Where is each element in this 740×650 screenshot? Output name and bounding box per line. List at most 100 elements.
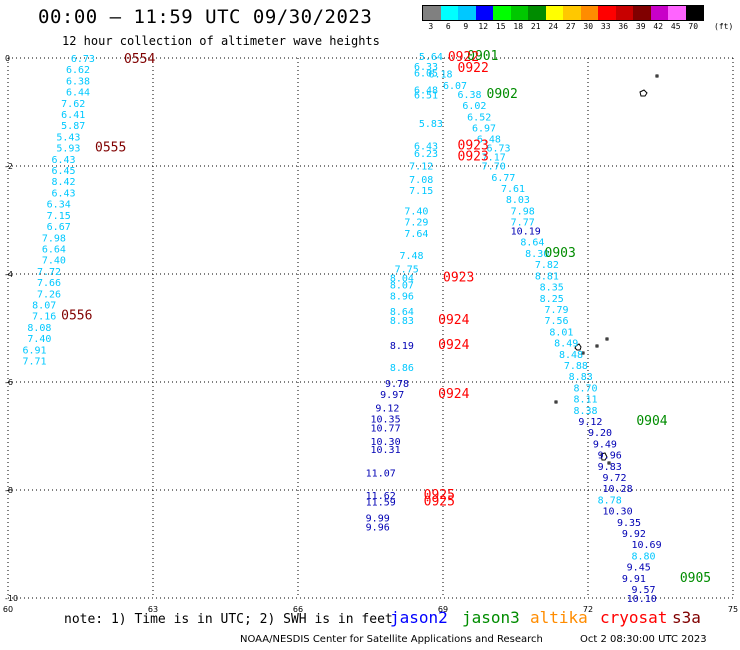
wave-height-label: 9.45 bbox=[627, 563, 651, 574]
wave-height-label: 6.44 bbox=[66, 88, 90, 99]
credit-text: NOAA/NESDIS Center for Satellite Applica… bbox=[240, 634, 543, 645]
wave-height-label: 7.98 bbox=[42, 233, 66, 244]
pass-time-label: 0905 bbox=[680, 571, 711, 586]
satellite-label-s3a: s3a bbox=[672, 608, 701, 627]
island-shape bbox=[554, 400, 558, 404]
wave-height-label: 6.51 bbox=[414, 91, 438, 102]
satellite-label-jason3: jason3 bbox=[462, 608, 520, 627]
grid bbox=[7, 57, 734, 599]
wave-height-label: 5.83 bbox=[419, 119, 443, 130]
wave-height-label: 8.64 bbox=[520, 238, 544, 249]
page-title: 00:00 – 11:59 UTC 09/30/2023 bbox=[38, 6, 373, 28]
legend-swatch bbox=[423, 6, 441, 20]
wave-height-label: 7.62 bbox=[61, 99, 85, 110]
wave-height-label: 10.28 bbox=[603, 484, 633, 495]
y-tick-label: -6 bbox=[5, 378, 13, 387]
pass-time-label: 0923 bbox=[458, 150, 489, 165]
footer-note: note: 1) Time is in UTC; 2) SWH is in fe… bbox=[64, 612, 393, 627]
island-shape bbox=[574, 343, 582, 351]
wave-height-label: 8.64 bbox=[390, 307, 414, 318]
satellite-label-cryosat: cryosat bbox=[600, 608, 668, 627]
legend-swatch bbox=[668, 6, 686, 20]
x-tick-label: 63 bbox=[148, 605, 158, 614]
wave-height-label: 6.64 bbox=[42, 244, 66, 255]
pass-time-label: 0903 bbox=[545, 246, 576, 261]
legend-label: 33 bbox=[600, 22, 611, 31]
pass-time-label: 0555 bbox=[95, 141, 126, 156]
wave-height-label: 6.18 bbox=[429, 70, 453, 81]
pass-time-label: 0924 bbox=[438, 313, 469, 328]
wave-height-label: 9.83 bbox=[598, 462, 622, 473]
wave-height-label: 9.49 bbox=[593, 439, 617, 450]
legend-swatch bbox=[685, 6, 703, 20]
wave-height-label: 8.07 bbox=[390, 280, 414, 291]
legend-swatch bbox=[458, 6, 476, 20]
wave-height-label: 7.98 bbox=[511, 206, 535, 217]
island-shape bbox=[600, 452, 608, 461]
wave-height-label: 8.83 bbox=[390, 316, 414, 327]
wave-height-label: 7.82 bbox=[535, 260, 559, 271]
generated-timestamp: Oct 2 08:30:00 UTC 2023 bbox=[580, 634, 707, 645]
wave-height-label: 8.07 bbox=[32, 300, 56, 311]
legend-label: 39 bbox=[635, 22, 646, 31]
wave-height-label: 7.71 bbox=[23, 356, 47, 367]
pass-time-label: 0925 bbox=[424, 488, 455, 503]
legend-label: 42 bbox=[653, 22, 664, 31]
wave-height-label: 7.56 bbox=[545, 316, 569, 327]
wave-height-label: 7.40 bbox=[42, 256, 66, 267]
wave-height-label: 8.96 bbox=[390, 292, 414, 303]
legend-swatch bbox=[440, 6, 458, 20]
wave-height-label: 6.67 bbox=[47, 222, 71, 233]
wave-height-label: 10.10 bbox=[627, 594, 657, 605]
legend-label: 12 bbox=[478, 22, 489, 31]
wave-height-label: 9.72 bbox=[603, 473, 627, 484]
legend-swatch bbox=[510, 6, 528, 20]
wave-height-label: 7.16 bbox=[32, 312, 56, 323]
wave-height-label: 9.20 bbox=[588, 428, 612, 439]
wave-height-label: 5.43 bbox=[56, 132, 80, 143]
wave-height-label: 5.93 bbox=[56, 144, 80, 155]
x-tick-label: 72 bbox=[583, 605, 593, 614]
wave-height-label: 6.07 bbox=[443, 81, 467, 92]
legend-label: 27 bbox=[565, 22, 576, 31]
legend-label: 70 bbox=[688, 22, 699, 31]
wave-height-label: 11.07 bbox=[366, 469, 396, 480]
y-tick-label: -4 bbox=[5, 270, 13, 279]
wave-height-label: 8.25 bbox=[540, 294, 564, 305]
legend-swatch bbox=[475, 6, 493, 20]
color-legend bbox=[422, 5, 704, 21]
wave-height-label: 6.38 bbox=[66, 76, 90, 87]
pass-time-label: 0924 bbox=[438, 338, 469, 353]
wave-height-label: 6.43 bbox=[52, 188, 76, 199]
y-tick-label: -10 bbox=[5, 594, 18, 603]
wave-height-label: 9.96 bbox=[598, 451, 622, 462]
legend-swatch bbox=[650, 6, 668, 20]
pass-time-label: 0923 bbox=[458, 138, 489, 153]
island-shape bbox=[639, 89, 648, 97]
wave-height-label: 7.75 bbox=[395, 265, 419, 276]
wave-height-label: 8.19 bbox=[390, 341, 414, 352]
legend-unit: (ft) bbox=[714, 22, 734, 31]
wave-height-label: 6.38 bbox=[458, 90, 482, 101]
wave-height-label: 6.41 bbox=[61, 110, 85, 121]
wave-height-label: 7.88 bbox=[564, 361, 588, 372]
island-shape bbox=[605, 337, 609, 341]
wave-height-label: 9.35 bbox=[617, 518, 641, 529]
wave-height-label: 6.23 bbox=[414, 149, 438, 160]
pass-time-label: 0904 bbox=[636, 414, 667, 429]
wave-height-label: 5.64 bbox=[419, 52, 443, 63]
wave-height-label: 7.26 bbox=[37, 289, 61, 300]
wave-height-label: 8.30 bbox=[525, 249, 549, 260]
wave-height-label: 6.91 bbox=[23, 345, 47, 356]
wave-height-label: 9.96 bbox=[366, 522, 390, 533]
legend-label: 24 bbox=[548, 22, 559, 31]
wave-height-label: 8.70 bbox=[574, 383, 598, 394]
pass-time-label: 0554 bbox=[124, 52, 155, 67]
y-tick-label: -2 bbox=[5, 162, 13, 171]
wave-height-label: 8.11 bbox=[574, 395, 598, 406]
legend-swatch bbox=[563, 6, 581, 20]
wave-height-label: 8.08 bbox=[27, 323, 51, 334]
wave-height-label: 6.73 bbox=[71, 54, 95, 65]
y-tick-label: 0 bbox=[5, 54, 10, 63]
wave-height-label: 6.43 bbox=[52, 155, 76, 166]
